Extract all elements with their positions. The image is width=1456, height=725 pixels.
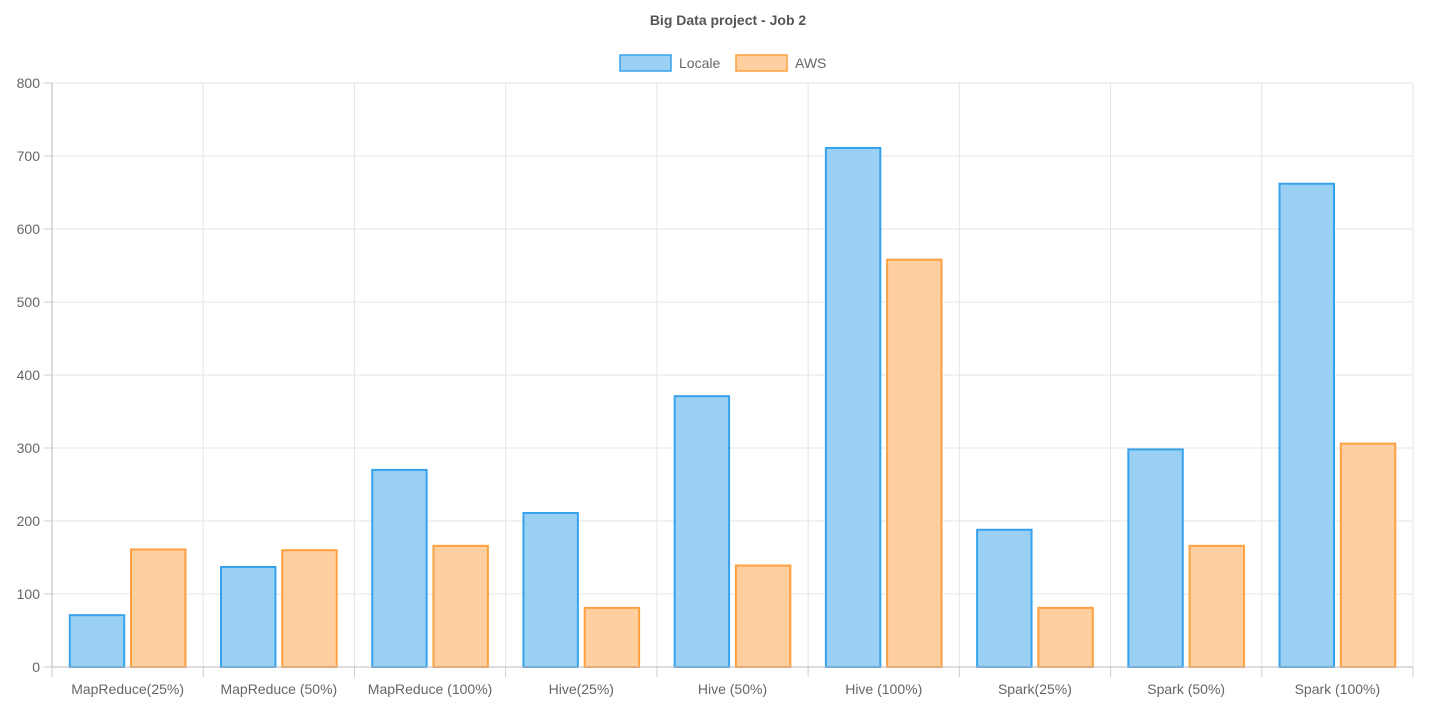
bar-aws-mapreduce-25[interactable] — [130, 548, 187, 668]
bar-locale-hive-50[interactable] — [673, 395, 731, 668]
y-tick-label: 700 — [17, 148, 41, 164]
chart-grid — [51, 82, 1414, 668]
y-tick-label: 0 — [32, 659, 40, 675]
legend-item-locale[interactable]: Locale — [619, 54, 720, 72]
bar-aws-spark-100[interactable] — [1339, 442, 1397, 668]
bar-aws-hive-50[interactable] — [734, 564, 792, 669]
bar-aws-mapreduce-100[interactable] — [432, 544, 489, 669]
bar-aws-spark-25[interactable] — [1037, 606, 1094, 668]
bar-locale-spark-50[interactable] — [1127, 448, 1184, 668]
bar-locale-hive-25[interactable] — [522, 511, 579, 668]
y-tick-label: 500 — [17, 294, 41, 310]
bar-locale-mapreduce-100[interactable] — [371, 468, 428, 668]
y-tick-label: 200 — [17, 513, 41, 529]
x-tick-label: Hive(25%) — [549, 681, 614, 697]
bar-locale-spark-100[interactable] — [1278, 182, 1335, 669]
chart-axes — [44, 82, 1414, 677]
y-tick-label: 400 — [17, 367, 41, 383]
legend-swatch-aws — [735, 54, 788, 72]
y-axis-tick-labels: 0 100 200 300 400 500 600 700 800 — [17, 75, 41, 675]
y-tick-label: 600 — [17, 221, 41, 237]
y-tick-label: 800 — [17, 75, 41, 91]
legend-swatch-locale — [619, 54, 672, 72]
bar-aws-hive-25[interactable] — [583, 606, 641, 668]
y-tick-label: 300 — [17, 440, 41, 456]
x-axis-tick-labels: MapReduce(25%) MapReduce (50%) MapReduce (… — [71, 681, 1380, 697]
bar-aws-mapreduce-50[interactable] — [281, 549, 338, 669]
x-tick-label: Spark (50%) — [1147, 681, 1225, 697]
x-tick-label: Hive (100%) — [845, 681, 922, 697]
bar-aws-spark-50[interactable] — [1188, 544, 1246, 669]
bar-aws-hive-100[interactable] — [886, 258, 943, 668]
legend-label-aws: AWS — [795, 55, 826, 71]
x-tick-label: MapReduce(25%) — [71, 681, 184, 697]
legend-item-aws[interactable]: AWS — [735, 54, 826, 72]
x-tick-label: MapReduce (50%) — [220, 681, 337, 697]
bar-locale-mapreduce-50[interactable] — [219, 565, 277, 668]
chart-title: Big Data project - Job 2 — [650, 12, 807, 28]
x-tick-label: Spark (100%) — [1295, 681, 1381, 697]
legend-label-locale: Locale — [679, 55, 720, 71]
chart-legend: Locale AWS — [619, 54, 826, 72]
chart-bars — [68, 146, 1397, 669]
x-tick-label: Hive (50%) — [698, 681, 767, 697]
bar-locale-spark-25[interactable] — [976, 528, 1033, 669]
x-tick-label: MapReduce (100%) — [368, 681, 493, 697]
bar-locale-mapreduce-25[interactable] — [68, 614, 126, 668]
x-tick-label: Spark(25%) — [998, 681, 1072, 697]
y-tick-label: 100 — [17, 586, 41, 602]
bar-locale-hive-100[interactable] — [824, 146, 882, 669]
